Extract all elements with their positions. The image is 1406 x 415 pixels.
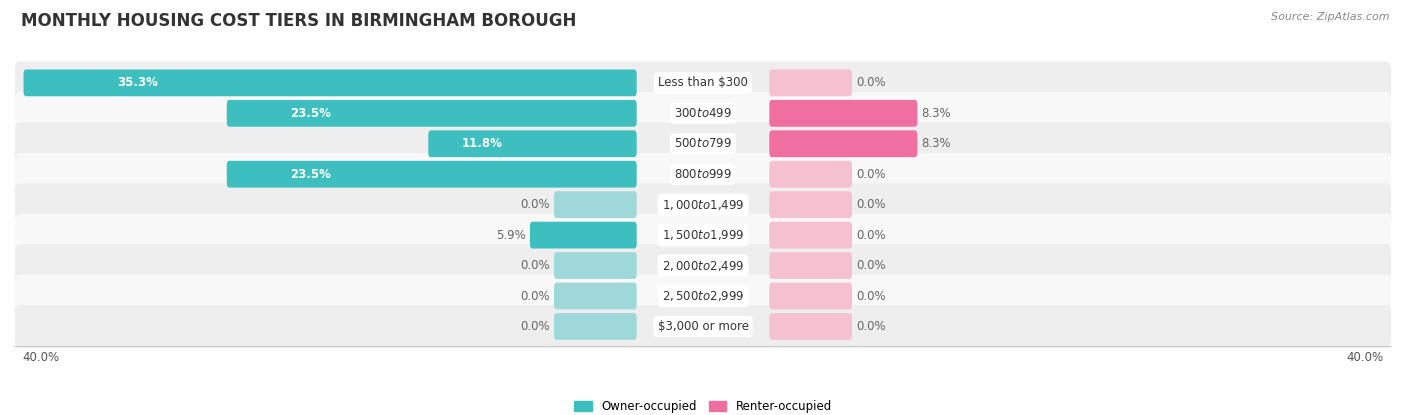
FancyBboxPatch shape xyxy=(15,183,1391,226)
Text: 0.0%: 0.0% xyxy=(856,290,886,303)
Text: 40.0%: 40.0% xyxy=(22,351,60,364)
Text: $2,500 to $2,999: $2,500 to $2,999 xyxy=(662,289,744,303)
Text: 0.0%: 0.0% xyxy=(856,168,886,181)
Text: 0.0%: 0.0% xyxy=(856,229,886,242)
Text: 5.9%: 5.9% xyxy=(496,229,526,242)
FancyBboxPatch shape xyxy=(554,252,637,279)
Text: 40.0%: 40.0% xyxy=(1346,351,1384,364)
FancyBboxPatch shape xyxy=(769,252,852,279)
Text: $1,500 to $1,999: $1,500 to $1,999 xyxy=(662,228,744,242)
FancyBboxPatch shape xyxy=(226,161,637,188)
Text: $2,000 to $2,499: $2,000 to $2,499 xyxy=(662,259,744,273)
Legend: Owner-occupied, Renter-occupied: Owner-occupied, Renter-occupied xyxy=(569,395,837,415)
FancyBboxPatch shape xyxy=(15,305,1391,348)
FancyBboxPatch shape xyxy=(226,100,637,127)
FancyBboxPatch shape xyxy=(15,92,1391,134)
Text: 11.8%: 11.8% xyxy=(461,137,502,150)
FancyBboxPatch shape xyxy=(530,222,637,249)
Text: 0.0%: 0.0% xyxy=(520,198,550,211)
Text: $3,000 or more: $3,000 or more xyxy=(658,320,748,333)
FancyBboxPatch shape xyxy=(554,313,637,340)
Text: $1,000 to $1,499: $1,000 to $1,499 xyxy=(662,198,744,212)
FancyBboxPatch shape xyxy=(769,130,918,157)
FancyBboxPatch shape xyxy=(15,153,1391,195)
FancyBboxPatch shape xyxy=(769,191,852,218)
FancyBboxPatch shape xyxy=(769,313,852,340)
Text: 8.3%: 8.3% xyxy=(922,137,952,150)
FancyBboxPatch shape xyxy=(769,100,918,127)
Text: 35.3%: 35.3% xyxy=(117,76,159,89)
FancyBboxPatch shape xyxy=(769,161,852,188)
Text: 0.0%: 0.0% xyxy=(856,198,886,211)
Text: $300 to $499: $300 to $499 xyxy=(673,107,733,120)
Text: 0.0%: 0.0% xyxy=(520,320,550,333)
Text: $500 to $799: $500 to $799 xyxy=(673,137,733,150)
FancyBboxPatch shape xyxy=(769,222,852,249)
Text: 0.0%: 0.0% xyxy=(520,290,550,303)
FancyBboxPatch shape xyxy=(554,283,637,310)
FancyBboxPatch shape xyxy=(15,61,1391,104)
Text: Source: ZipAtlas.com: Source: ZipAtlas.com xyxy=(1271,12,1389,22)
Text: MONTHLY HOUSING COST TIERS IN BIRMINGHAM BOROUGH: MONTHLY HOUSING COST TIERS IN BIRMINGHAM… xyxy=(21,12,576,30)
Text: 23.5%: 23.5% xyxy=(290,168,330,181)
Text: 23.5%: 23.5% xyxy=(290,107,330,120)
Text: 8.3%: 8.3% xyxy=(922,107,952,120)
FancyBboxPatch shape xyxy=(15,122,1391,165)
Text: $800 to $999: $800 to $999 xyxy=(673,168,733,181)
FancyBboxPatch shape xyxy=(769,283,852,310)
FancyBboxPatch shape xyxy=(15,275,1391,317)
Text: 0.0%: 0.0% xyxy=(856,259,886,272)
FancyBboxPatch shape xyxy=(15,214,1391,256)
FancyBboxPatch shape xyxy=(429,130,637,157)
Text: 0.0%: 0.0% xyxy=(520,259,550,272)
FancyBboxPatch shape xyxy=(554,191,637,218)
Text: 0.0%: 0.0% xyxy=(856,76,886,89)
Text: Less than $300: Less than $300 xyxy=(658,76,748,89)
FancyBboxPatch shape xyxy=(15,244,1391,287)
Text: 0.0%: 0.0% xyxy=(856,320,886,333)
FancyBboxPatch shape xyxy=(769,69,852,96)
FancyBboxPatch shape xyxy=(24,69,637,96)
